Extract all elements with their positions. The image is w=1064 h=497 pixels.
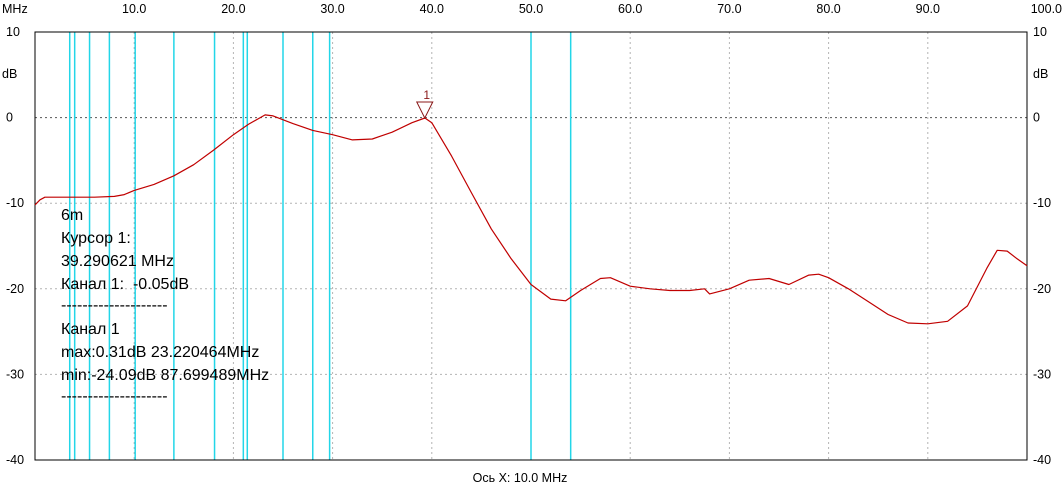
x-tick-label: 100.0 bbox=[1031, 2, 1062, 16]
cursor-frequency: 39.290621 MHz bbox=[61, 253, 174, 270]
max-readout: max:0.31dB 23.220464MHz bbox=[61, 344, 259, 361]
y-unit-label-left: dB bbox=[2, 67, 17, 81]
y-tick-label-left: 10 bbox=[6, 25, 20, 39]
x-unit-label: MHz bbox=[2, 2, 28, 16]
cursor-title: Курсор 1: bbox=[61, 230, 131, 247]
frequency-markers bbox=[68, 32, 572, 460]
x-axis-caption: Ось X: 10.0 MHz bbox=[473, 471, 568, 485]
y-tick-label-left: -20 bbox=[6, 282, 24, 296]
channel-title: Канал 1 bbox=[61, 321, 120, 338]
y-tick-label-left: -10 bbox=[6, 196, 24, 210]
y-tick-label-right: -20 bbox=[1033, 282, 1051, 296]
y-tick-label-right: 0 bbox=[1033, 111, 1040, 125]
cursor-triangle-icon bbox=[415, 101, 434, 120]
y-unit-label-right: dB bbox=[1033, 67, 1048, 81]
y-tick-label-right: -40 bbox=[1033, 453, 1051, 467]
x-tick-label: 50.0 bbox=[519, 2, 543, 16]
x-tick-label: 80.0 bbox=[816, 2, 840, 16]
x-tick-label: 70.0 bbox=[717, 2, 741, 16]
x-tick-label: 20.0 bbox=[221, 2, 245, 16]
y-tick-label-right: -30 bbox=[1033, 367, 1051, 381]
y-tick-label-left: -30 bbox=[6, 367, 24, 381]
cursor-1: 1 bbox=[415, 88, 434, 120]
cursor-label: 1 bbox=[423, 88, 430, 102]
series-line-channel-1 bbox=[34, 114, 1028, 325]
y-tick-label-right: -10 bbox=[1033, 196, 1051, 210]
separator-1: -------------------- bbox=[61, 297, 168, 314]
y-tick-label-left: -40 bbox=[6, 453, 24, 467]
axis-ticks: 10.0 20.0 30.0 40.0 50.0 60.0 70.0 80.0 90.0 100.… bbox=[6, 2, 1062, 467]
separator-2: -------------------- bbox=[61, 388, 168, 405]
y-tick-label-right: 10 bbox=[1033, 25, 1047, 39]
x-tick-label: 30.0 bbox=[320, 2, 344, 16]
plot-frame bbox=[34, 31, 1028, 461]
cursor-value: Канал 1: -0.05dB bbox=[61, 276, 189, 293]
min-readout: min:-24.09dB 87.699489MHz bbox=[61, 367, 269, 384]
info-box: 6m Курсор 1: 39.290621 MHz Канал 1: -0.0… bbox=[61, 207, 269, 405]
series-layer bbox=[34, 114, 1028, 325]
x-tick-label: 40.0 bbox=[420, 2, 444, 16]
x-tick-label: 90.0 bbox=[916, 2, 940, 16]
y-tick-label-left: 0 bbox=[6, 111, 13, 125]
x-tick-label: 10.0 bbox=[122, 2, 146, 16]
band-label: 6m bbox=[61, 207, 83, 224]
x-tick-label: 60.0 bbox=[618, 2, 642, 16]
